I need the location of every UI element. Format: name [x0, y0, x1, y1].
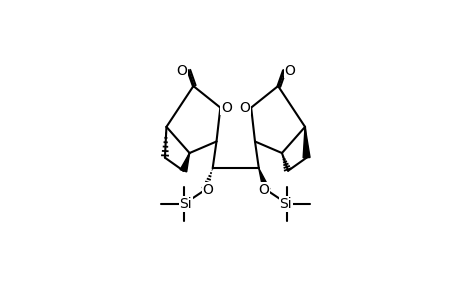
- Text: O: O: [176, 64, 187, 78]
- Text: O: O: [202, 183, 213, 197]
- Text: O: O: [257, 183, 269, 197]
- Text: Si: Si: [179, 197, 191, 211]
- Polygon shape: [180, 153, 189, 172]
- Text: O: O: [284, 64, 294, 78]
- Text: Si: Si: [279, 197, 291, 211]
- Text: O: O: [239, 100, 250, 115]
- Text: O: O: [221, 100, 231, 115]
- Polygon shape: [302, 127, 309, 158]
- Polygon shape: [258, 168, 269, 191]
